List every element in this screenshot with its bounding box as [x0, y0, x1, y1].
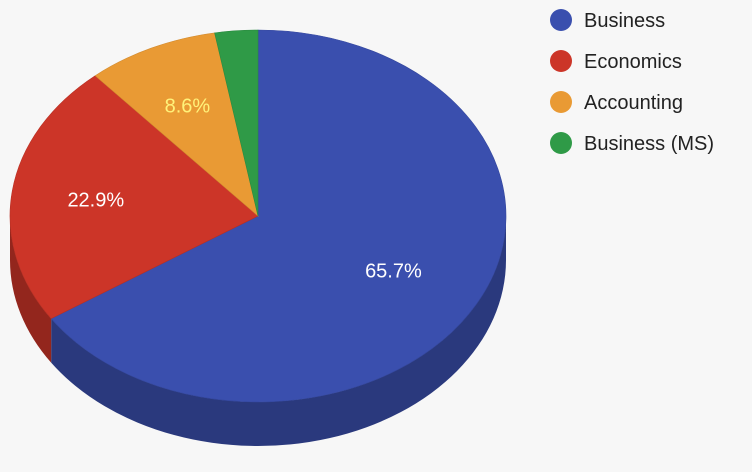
pie-slice-economics: [9, 75, 259, 319]
slice-value-label-economics: 22.9%: [67, 189, 124, 211]
legend-swatch-business-ms: [550, 132, 572, 154]
legend-label-business-ms: Business (MS): [584, 133, 714, 155]
slice-value-label-business: 65.7%: [365, 261, 422, 283]
legend-label-economics: Economics: [584, 51, 682, 73]
legend-label-accounting: Accounting: [584, 92, 683, 114]
pie-slice-accounting: [94, 32, 259, 217]
pie-slice-business: [50, 29, 507, 403]
legend-item-business-ms: Business (MS): [550, 132, 714, 155]
legend-swatch-business: [550, 9, 572, 31]
legend-label-business: Business: [584, 10, 665, 32]
pie-side-economics: [10, 216, 52, 363]
legend-item-accounting: Accounting: [550, 91, 683, 114]
chart-legend: Business Economics Accounting Business (MS): [550, 9, 714, 155]
slice-value-label-accounting: 8.6%: [165, 95, 211, 117]
pie-slice-business-ms: [214, 29, 259, 217]
legend-item-economics: Economics: [550, 50, 682, 73]
pie-top-layer: [9, 29, 507, 403]
legend-swatch-accounting: [550, 91, 572, 113]
legend-swatch-economics: [550, 50, 572, 72]
pie-labels-layer: 65.7% 22.9% 8.6%: [67, 95, 422, 282]
legend-item-business: Business: [550, 9, 665, 32]
